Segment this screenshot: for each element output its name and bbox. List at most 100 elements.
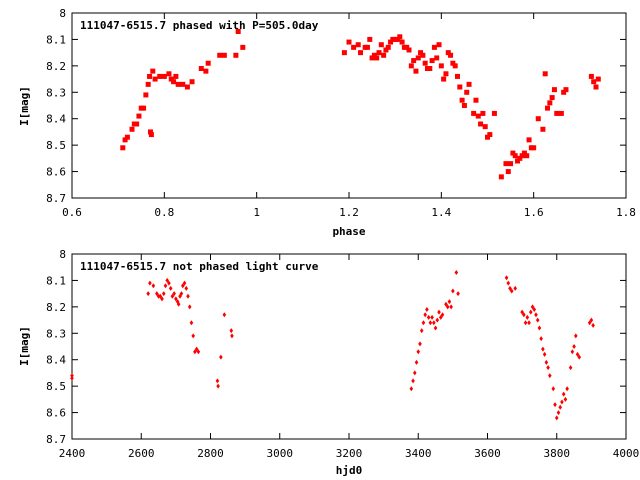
data-point [146, 291, 150, 297]
data-point [193, 349, 197, 355]
data-point [155, 291, 159, 297]
data-point [141, 105, 147, 111]
data-point [194, 346, 199, 352]
data-point [480, 110, 486, 116]
data-point [341, 50, 347, 56]
data-point [355, 42, 361, 48]
y-axis-label: I[mag] [18, 86, 31, 126]
data-point [423, 312, 427, 318]
data-point [168, 285, 173, 291]
data-point [466, 81, 472, 87]
data-point [205, 60, 211, 66]
data-point [196, 349, 201, 355]
x-tick-label: 3000 [267, 447, 294, 460]
data-point [561, 391, 566, 397]
data-point [573, 333, 578, 339]
data-point [70, 375, 74, 381]
x-tick-label: 1 [253, 206, 260, 219]
data-point [229, 328, 234, 334]
data-point [548, 373, 552, 379]
data-point [408, 63, 414, 69]
data-point [145, 81, 151, 87]
data-point [530, 304, 535, 310]
data-point [175, 299, 180, 305]
y-tick-label: 8.5 [46, 380, 66, 393]
data-point [561, 89, 567, 95]
data-point [376, 50, 382, 56]
data-point [230, 333, 234, 339]
data-point [371, 52, 377, 58]
data-point [147, 73, 153, 79]
x-tick-label: 4000 [613, 447, 640, 460]
data-point [478, 121, 484, 127]
x-tick-label: 1.2 [339, 206, 359, 219]
data-point [161, 291, 166, 297]
data-point [167, 280, 171, 286]
data-point [157, 73, 163, 79]
data-point [563, 87, 569, 93]
data-point [381, 52, 387, 58]
data-point [452, 63, 458, 69]
data-point [473, 97, 479, 103]
data-point [451, 288, 455, 294]
data-point [168, 76, 174, 82]
data-point [428, 320, 433, 326]
data-point [445, 50, 451, 56]
data-point [406, 47, 412, 53]
x-tick-label: 2600 [128, 447, 155, 460]
x-tick-label: 3600 [474, 447, 501, 460]
data-point [148, 280, 152, 286]
data-point [588, 73, 594, 79]
data-point [554, 110, 560, 116]
data-point [512, 153, 518, 159]
x-tick-label: 1.4 [431, 206, 451, 219]
data-point [160, 296, 164, 302]
data-point [563, 396, 568, 402]
data-point [505, 169, 511, 175]
data-point [163, 283, 168, 289]
y-tick-label: 8.5 [46, 139, 66, 152]
data-point [397, 34, 403, 40]
x-tick-label: 1.6 [524, 206, 544, 219]
y-tick-label: 8 [59, 7, 66, 20]
data-point [517, 155, 523, 161]
data-point [189, 320, 194, 326]
data-point [388, 39, 394, 45]
data-point [233, 52, 239, 58]
data-point [181, 283, 185, 289]
data-points [70, 270, 595, 421]
data-point [535, 317, 540, 323]
data-point [537, 325, 542, 331]
data-point [174, 296, 178, 302]
data-point [438, 314, 443, 320]
data-point [433, 325, 438, 331]
y-tick-label: 8.2 [46, 301, 66, 314]
y-axis-label: I[mag] [18, 326, 31, 366]
data-point [459, 97, 465, 103]
data-point [434, 55, 440, 61]
data-point [235, 29, 241, 34]
unphased-light-curve-chart: 2400 2600 2800 3000 3200 3400 3600 3800 4000 8 8.1… [18, 248, 639, 477]
data-point [198, 66, 204, 71]
x-tick-label: 0.6 [62, 206, 82, 219]
data-point [591, 322, 595, 328]
data-point [520, 309, 524, 315]
data-point [165, 277, 170, 283]
data-point [129, 126, 135, 132]
data-point [432, 320, 436, 326]
data-point [540, 126, 546, 132]
data-point [189, 79, 195, 85]
x-axis-label: hjd0 [336, 464, 363, 477]
data-point [124, 134, 130, 140]
data-point [575, 351, 580, 357]
data-point [184, 84, 190, 90]
data-point [419, 328, 424, 334]
data-point [412, 370, 417, 376]
y-tick-label: 8.3 [46, 86, 66, 99]
data-point [418, 50, 424, 56]
data-point [587, 320, 592, 326]
data-point [443, 71, 449, 77]
chart-title: 111047-6515.7 not phased light curve [80, 260, 319, 273]
data-point [148, 132, 154, 138]
data-point [539, 336, 543, 342]
